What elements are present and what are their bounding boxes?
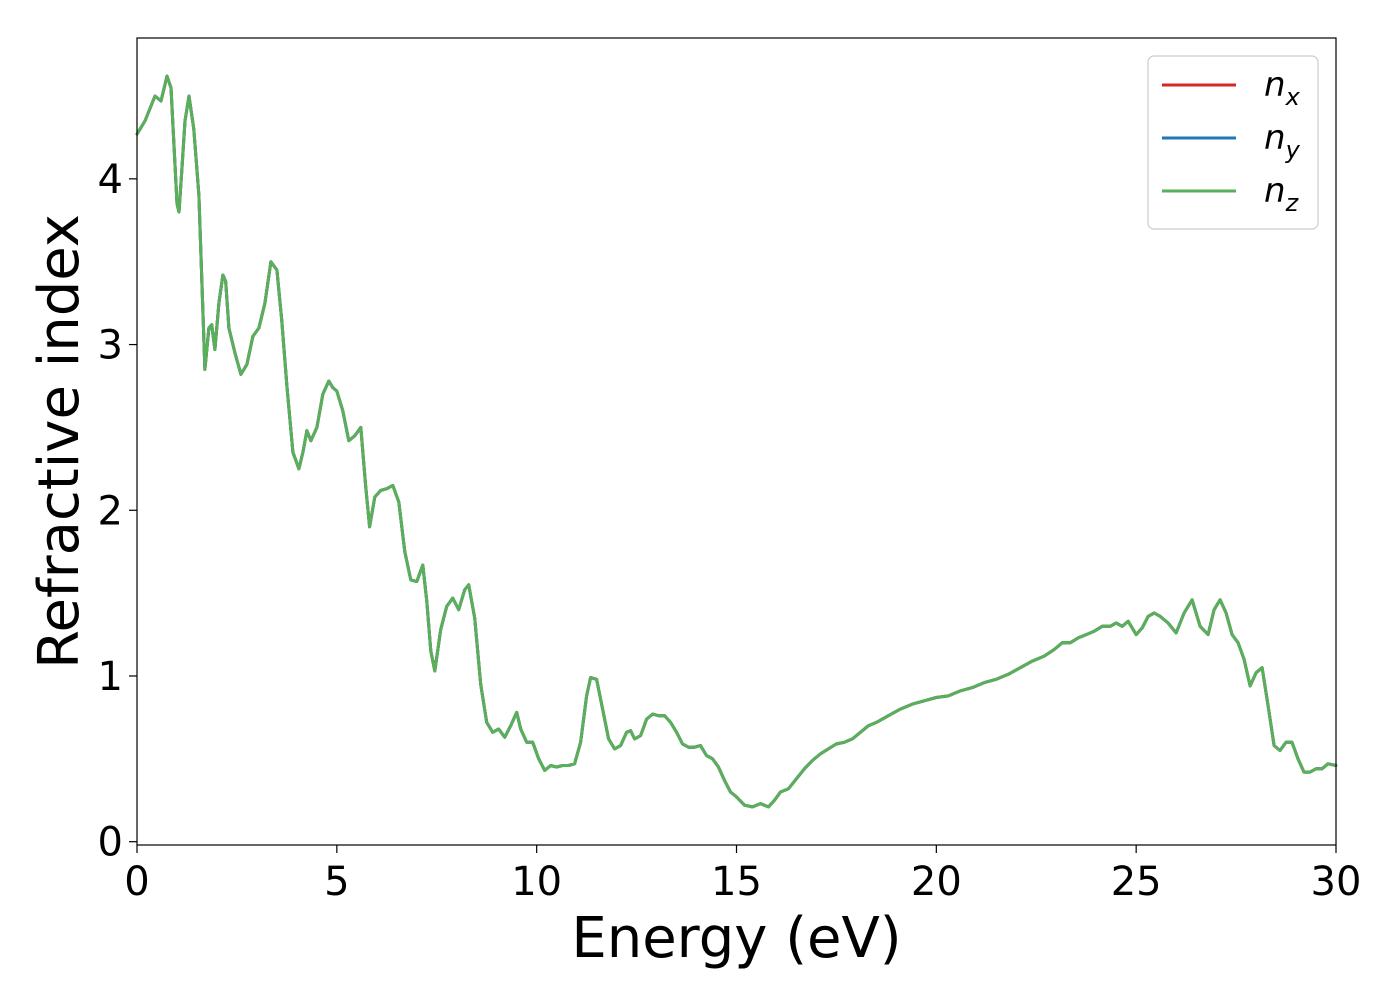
x-axis-label: Energy (eV) <box>571 906 901 971</box>
legend-label-ny: ny <box>1264 118 1301 164</box>
legend: nx ny nz <box>1147 55 1319 230</box>
legend-subscript: y <box>1285 136 1301 164</box>
x-tick-label: 5 <box>324 859 349 905</box>
legend-subscript: z <box>1285 189 1300 217</box>
legend-label-nx: nx <box>1264 65 1301 111</box>
series-line-nz <box>135 74 1338 809</box>
legend-label-nz: nz <box>1264 171 1300 217</box>
x-tick-label: 10 <box>511 859 562 905</box>
legend-subscript: x <box>1285 83 1301 111</box>
y-tick-label: 1 <box>98 654 123 700</box>
y-tick-label: 4 <box>98 157 123 203</box>
x-tick-label: 20 <box>911 859 962 905</box>
series-lines <box>135 74 1338 809</box>
y-axis-label: Refractive index <box>27 214 92 669</box>
y-tick-label: 0 <box>98 820 123 866</box>
y-tick-label: 2 <box>98 488 123 534</box>
legend-box <box>1147 55 1319 230</box>
x-tick-label: 15 <box>711 859 762 905</box>
x-tick-label: 30 <box>1311 859 1362 905</box>
y-tick-label: 3 <box>98 323 123 369</box>
x-tick-label: 0 <box>124 859 149 905</box>
x-tick-label: 25 <box>1111 859 1162 905</box>
axis-ticks: 0 5 10 15 20 25 30 0 1 2 3 4 <box>98 157 1362 905</box>
